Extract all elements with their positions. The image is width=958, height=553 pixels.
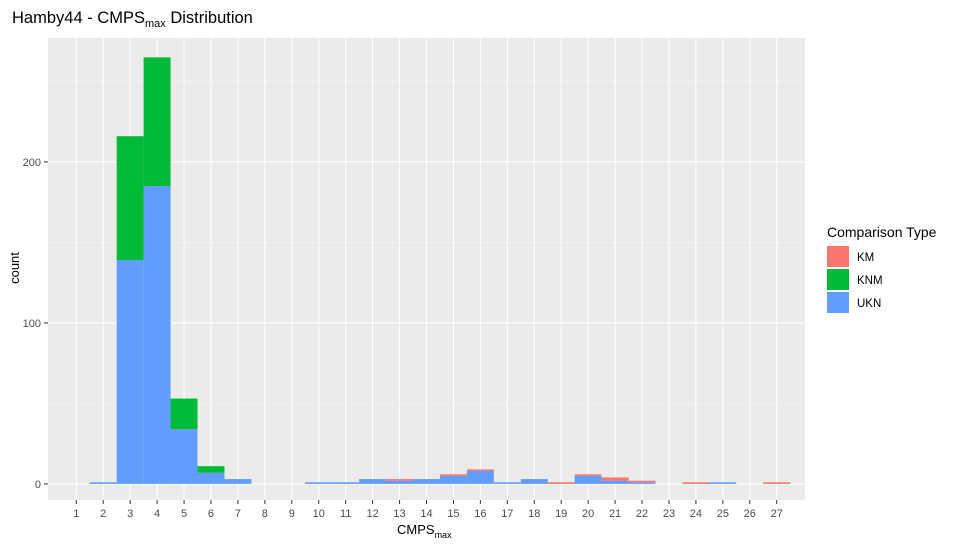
bar-knm-4 (143, 57, 171, 187)
x-tick-label: 16 (474, 508, 486, 520)
bar-km-22 (628, 480, 656, 483)
x-tick-label: 12 (366, 508, 378, 520)
bar-ukn-12 (359, 479, 387, 484)
bar-ukn-2 (89, 482, 117, 484)
x-tick-label: 15 (447, 508, 459, 520)
legend-key-ukn (827, 292, 849, 313)
x-tick-label: 13 (393, 508, 405, 520)
bar-ukn-20 (574, 475, 602, 484)
x-tick-label: 19 (555, 508, 567, 520)
y-axis-title: count (7, 252, 22, 284)
chart-title-main: Hamby44 - CMPS (12, 9, 145, 27)
x-axis-title: CMPSmax (397, 522, 452, 540)
x-tick-label: 4 (154, 508, 160, 520)
y-axis: 0 100 200 (23, 157, 48, 491)
x-tick-label: 17 (501, 508, 513, 520)
legend-label-ukn: UKN (857, 298, 881, 310)
x-axis-title-main: CMPS (397, 522, 435, 537)
bar-km-13 (386, 479, 414, 481)
bar-knm-6 (197, 466, 225, 473)
legend-key-knm (827, 269, 849, 290)
bar-ukn-11 (332, 482, 360, 484)
legend-label-knm: KNM (857, 275, 883, 287)
x-tick-label: 10 (313, 508, 325, 520)
x-tick-label: 11 (340, 508, 351, 520)
bar-ukn-10 (305, 482, 333, 484)
bar-km-15 (439, 474, 467, 476)
x-tick-label: 21 (609, 508, 621, 520)
legend-title: Comparison Type (827, 224, 937, 240)
bar-km-16 (466, 469, 494, 472)
bar-ukn-5 (170, 429, 198, 484)
x-tick-label: 20 (582, 508, 594, 520)
bar-ukn-14 (413, 479, 440, 484)
bar-ukn-6 (197, 472, 225, 484)
x-tick-label: 3 (127, 508, 133, 520)
x-tick-label: 27 (771, 508, 783, 520)
legend-label-km: KM (857, 252, 874, 264)
bar-ukn-25 (709, 482, 737, 484)
legend-key-km (827, 246, 849, 267)
bar-ukn-15 (439, 475, 467, 484)
bar-ukn-16 (466, 471, 494, 484)
y-tick-label: 0 (35, 479, 41, 491)
x-tick-label: 22 (636, 508, 648, 520)
x-tick-label: 9 (289, 508, 295, 520)
y-tick-label: 100 (23, 318, 41, 330)
legend: Comparison Type KM KNM UKN (827, 224, 937, 313)
x-tick-label: 26 (744, 508, 756, 520)
chart-title-suffix: Distribution (166, 9, 253, 27)
bar-km-21 (601, 477, 629, 481)
bar-ukn-18 (520, 479, 548, 484)
bar-ukn-3 (116, 260, 144, 484)
bar-km-24 (682, 482, 710, 484)
x-tick-label: 1 (73, 508, 79, 520)
x-tick-label: 24 (690, 508, 702, 520)
x-tick-label: 5 (181, 508, 187, 520)
x-tick-label: 23 (663, 508, 675, 520)
x-tick-label: 2 (100, 508, 106, 520)
bar-ukn-21 (601, 480, 629, 484)
x-tick-label: 6 (208, 508, 214, 520)
bar-ukn-13 (386, 480, 414, 484)
bar-ukn-4 (143, 186, 171, 484)
bar-ukn-17 (493, 482, 521, 484)
x-tick-label: 14 (420, 508, 432, 520)
x-tick-label: 25 (717, 508, 729, 520)
bar-knm-5 (170, 398, 198, 430)
x-axis: 1 2 3 4 5 6 7 8 9 10 11 12 13 14 15 16 17 18 19 20 21 22 23 24 2… (73, 500, 783, 520)
x-tick-label: 18 (528, 508, 540, 520)
x-tick-label: 7 (235, 508, 241, 520)
x-axis-title-sub: max (435, 530, 453, 540)
bar-km-20 (574, 474, 602, 476)
bar-km-27 (763, 482, 791, 484)
bar-ukn-22 (628, 482, 656, 484)
x-tick-label: 8 (262, 508, 268, 520)
bars-layer (89, 57, 791, 484)
chart-title-sub: max (145, 18, 166, 30)
bar-knm-3 (116, 136, 144, 261)
chart-title: Hamby44 - CMPSmax Distribution (12, 9, 253, 30)
bar-ukn-7 (224, 479, 252, 484)
bar-km-19 (547, 482, 575, 484)
y-tick-label: 200 (23, 157, 41, 169)
